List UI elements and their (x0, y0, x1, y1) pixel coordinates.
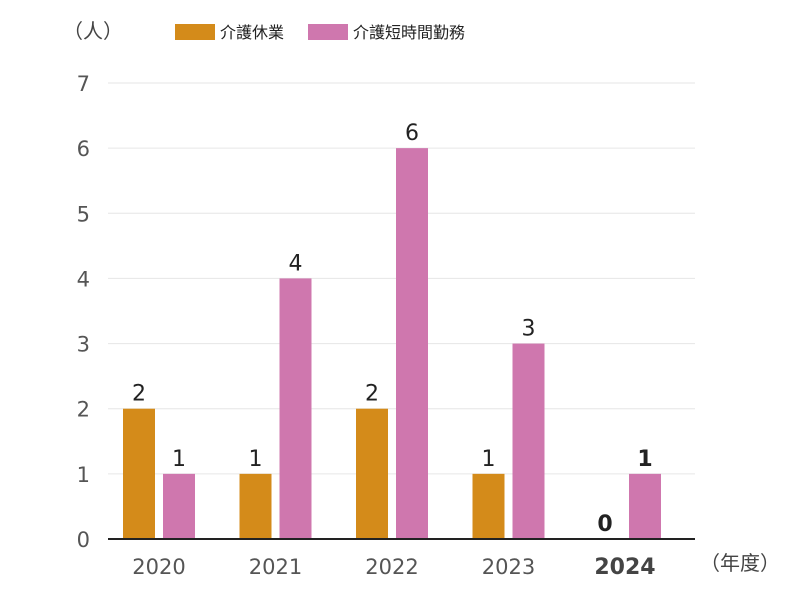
data-label: 2 (132, 382, 146, 407)
x-axis-unit-label: （年度） (700, 551, 780, 575)
bar-kaigo-tanjikan-2023 (512, 343, 545, 539)
x-tick-label: 2023 (482, 555, 535, 579)
bars (123, 148, 661, 539)
bar-kaigo-tanjikan-2024 (629, 473, 661, 539)
y-tick-label: 4 (77, 267, 90, 291)
data-label: 1 (172, 447, 186, 472)
x-tick-label: 2024 (594, 555, 655, 580)
bar-kaigo-kyugyo-2021 (239, 473, 272, 539)
x-axis-ticks: 2020 2021 2022 2023 2024 (132, 555, 655, 580)
bar-kaigo-kyugyo-2022 (356, 408, 388, 539)
data-label: 3 (522, 317, 536, 342)
y-tick-label: 7 (77, 72, 90, 96)
x-tick-label: 2020 (132, 555, 185, 579)
data-label: 6 (405, 121, 419, 146)
data-labels: 2 1 1 4 2 6 1 3 0 1 (132, 121, 653, 537)
data-label: 1 (249, 447, 263, 472)
x-tick-label: 2021 (249, 555, 302, 579)
bar-kaigo-kyugyo-2020 (123, 408, 155, 539)
y-tick-label: 1 (77, 463, 90, 487)
bar-kaigo-kyugyo-2023 (472, 473, 505, 539)
data-label: 2 (365, 382, 379, 407)
legend: 介護休業 介護短時間勤務 (175, 23, 465, 42)
y-tick-label: 3 (77, 333, 90, 357)
legend-swatch-kaigo-kyugyo (175, 24, 215, 40)
y-tick-label: 0 (77, 528, 90, 552)
legend-label-kaigo-kyugyo: 介護休業 (220, 23, 284, 42)
data-label: 4 (289, 251, 303, 276)
bar-kaigo-tanjikan-2020 (163, 473, 195, 539)
data-label: 1 (637, 447, 652, 472)
bar-kaigo-tanjikan-2022 (396, 148, 428, 539)
y-axis-ticks: 0 1 2 3 4 5 6 7 (77, 72, 90, 552)
data-label: 1 (482, 447, 496, 472)
y-tick-label: 5 (77, 202, 90, 226)
x-tick-label: 2022 (365, 555, 418, 579)
bar-kaigo-tanjikan-2021 (279, 278, 312, 539)
data-label: 0 (597, 512, 612, 537)
legend-label-kaigo-tanjikan: 介護短時間勤務 (353, 23, 465, 42)
legend-swatch-kaigo-tanjikan (308, 24, 348, 40)
y-tick-label: 2 (77, 398, 90, 422)
y-tick-label: 6 (77, 137, 90, 161)
y-axis-unit-label: （人） (63, 19, 123, 43)
